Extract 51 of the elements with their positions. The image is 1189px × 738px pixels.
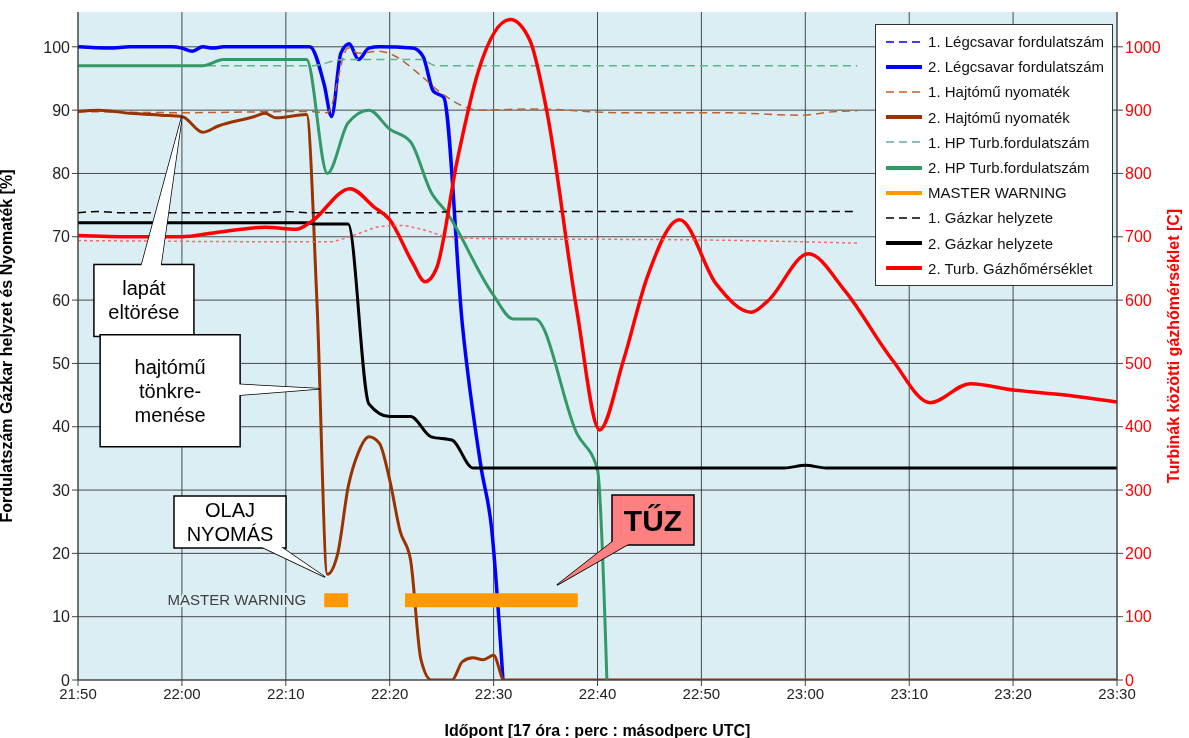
x-tick-label: 23:20 <box>994 684 1032 702</box>
y2-tick-label: 500 <box>1125 355 1152 373</box>
y2-tick-label: 700 <box>1125 228 1152 246</box>
y-tick-label: 0 <box>61 671 71 689</box>
x-tick-label: 22:40 <box>578 684 617 702</box>
annotation: OLAJ NYOMÁS <box>186 499 274 545</box>
legend-label: 2. Hajtómű nyomaték <box>928 108 1070 126</box>
legend-label: 2. Gázkar helyzete <box>928 234 1054 252</box>
y2-tick-label: 100 <box>1125 608 1152 626</box>
y-tick-label: 60 <box>52 291 71 309</box>
y-tick-label: 20 <box>52 545 71 563</box>
y2-tick-label: 900 <box>1125 101 1152 119</box>
legend-label: 2. HP Turb.fordulatszám <box>928 159 1090 177</box>
y-tick-label: 90 <box>52 101 71 119</box>
legend-label: 1. HP Turb.fordulatszám <box>928 133 1090 151</box>
y-tick-label: 80 <box>52 165 71 183</box>
x-tick-label: 22:30 <box>474 684 513 702</box>
y2-tick-label: 300 <box>1125 481 1152 499</box>
y2-axis-title: Turbinák közötti gázhőmérséklet [C] <box>1164 208 1182 484</box>
x-tick-label: 22:50 <box>682 684 721 702</box>
line-series <box>78 224 858 244</box>
y-tick-label: 30 <box>52 481 71 499</box>
y-axis-title: Fordulatszám Gázkar helyzet és Nyomaték [%] <box>0 169 15 523</box>
legend-label: MASTER WARNING <box>928 184 1067 202</box>
y-tick-label: 50 <box>52 355 71 373</box>
x-tick-label: 23:10 <box>890 684 928 702</box>
legend-label: 2. Turb. Gázhőmérséklet <box>928 259 1093 277</box>
annotation: TŰZ <box>623 503 683 537</box>
x-tick-label: 23:00 <box>786 684 825 702</box>
annotation: lapát eltörése <box>108 277 180 324</box>
y-tick-label: 100 <box>43 38 71 56</box>
legend-label: 1. Gázkar helyzete <box>928 209 1054 227</box>
y2-tick-label: 800 <box>1125 165 1152 183</box>
y-tick-label: 70 <box>52 228 71 246</box>
line-series <box>78 57 609 680</box>
legend-label: 2. Légcsavar fordulatszám <box>928 58 1104 76</box>
y2-tick-label: 200 <box>1125 545 1152 563</box>
legend-label: 1. Légcsavar fordulatszám <box>928 33 1104 51</box>
annotation: hajtómű tönkre- menése <box>134 355 206 426</box>
y-tick-label: 40 <box>52 418 71 436</box>
x-tick-label: 22:00 <box>163 684 201 702</box>
legend-label: 1. Hajtómű nyomaték <box>928 83 1070 101</box>
line-series <box>78 17 1117 432</box>
y2-tick-label: 400 <box>1125 418 1152 436</box>
y-tick-label: 10 <box>52 608 71 626</box>
y2-tick-label: 600 <box>1125 291 1152 309</box>
x-tick-label: 22:20 <box>370 684 409 702</box>
y2-tick-label: 0 <box>1125 671 1134 689</box>
x-tick-label: 22:10 <box>267 684 305 702</box>
line-series <box>78 41 505 680</box>
y2-tick-label: 1000 <box>1125 38 1161 56</box>
